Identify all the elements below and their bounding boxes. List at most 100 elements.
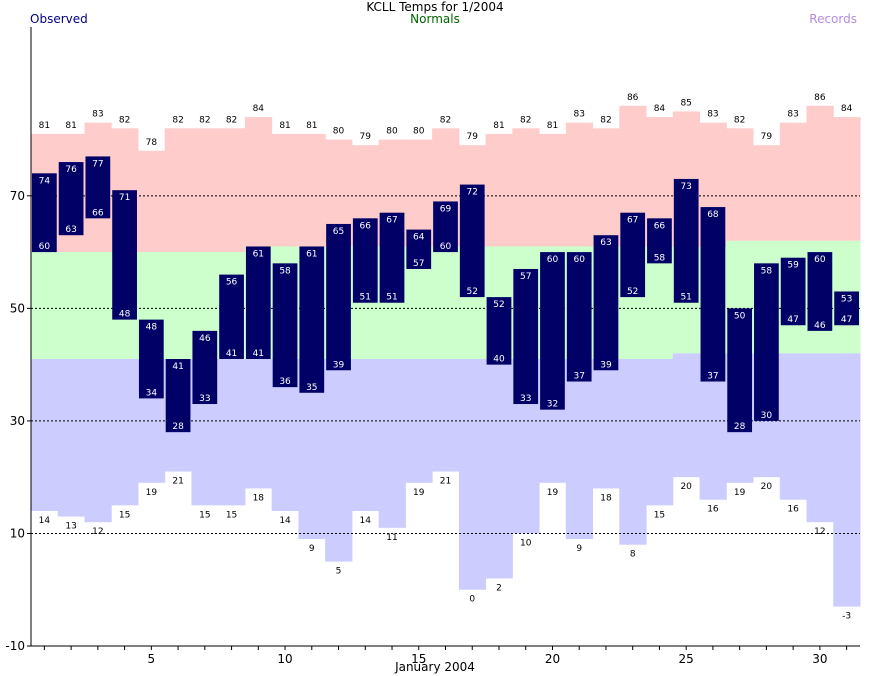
record-low-band <box>806 353 834 523</box>
x-tick-label: 25 <box>679 652 694 666</box>
observed-high-label: 71 <box>119 193 130 203</box>
observed-bar <box>486 297 512 365</box>
observed-low-label: 52 <box>627 287 638 297</box>
record-high-band <box>191 128 219 253</box>
record-high-label: 82 <box>172 115 183 125</box>
normal-band <box>432 246 460 360</box>
record-high-band <box>271 133 299 247</box>
observed-high-label: 56 <box>226 278 238 288</box>
record-high-band <box>753 145 781 241</box>
record-high-label: 82 <box>199 115 210 125</box>
record-high-label: 81 <box>65 121 76 131</box>
observed-low-label: 40 <box>493 355 505 365</box>
record-high-band <box>137 150 166 253</box>
record-high-label: 82 <box>520 115 531 125</box>
record-low-label: 9 <box>309 544 315 554</box>
record-high-label: 79 <box>467 132 479 142</box>
observed-high-label: 50 <box>734 311 746 321</box>
record-low-band <box>672 353 701 478</box>
y-tick-label: 70 <box>10 189 25 203</box>
record-low-band <box>833 353 861 607</box>
record-low-band <box>244 359 273 489</box>
record-low-label: 19 <box>547 488 559 498</box>
y-tick-label: -10 <box>5 639 25 653</box>
record-low-label: 18 <box>600 493 612 503</box>
observed-bar <box>513 268 539 405</box>
observed-bar <box>245 246 271 360</box>
observed-low-label: 37 <box>573 372 584 382</box>
record-high-band <box>218 128 246 253</box>
observed-low-label: 57 <box>413 259 424 269</box>
record-high-label: 82 <box>119 115 130 125</box>
record-low-label: 9 <box>576 544 582 554</box>
observed-bar <box>433 201 458 253</box>
x-tick-label: 5 <box>148 652 156 666</box>
observed-low-label: 41 <box>253 349 264 359</box>
observed-low-label: 37 <box>707 372 718 382</box>
record-high-label: 82 <box>226 115 237 125</box>
record-low-label: 19 <box>413 488 425 498</box>
record-low-label: 19 <box>146 488 158 498</box>
observed-bar <box>459 184 485 298</box>
observed-bar <box>219 274 244 360</box>
observed-high-label: 57 <box>520 272 531 282</box>
observed-high-label: 41 <box>172 362 183 372</box>
observed-low-label: 52 <box>467 287 478 297</box>
observed-bar <box>379 212 405 303</box>
record-low-band <box>31 359 59 511</box>
observed-bar <box>566 252 592 382</box>
record-low-label: 16 <box>787 505 799 515</box>
record-high-label: 86 <box>814 93 826 103</box>
record-low-label: 15 <box>199 510 210 520</box>
observed-bar <box>700 207 726 382</box>
observed-high-label: 61 <box>306 249 317 259</box>
observed-low-label: 39 <box>333 360 345 370</box>
record-high-label: 83 <box>707 110 718 120</box>
record-low-band <box>218 359 246 506</box>
record-high-label: 81 <box>39 121 50 131</box>
record-low-label: 16 <box>707 505 719 515</box>
observed-bar <box>673 178 699 303</box>
record-high-label: 86 <box>627 93 639 103</box>
normal-band <box>57 252 85 360</box>
record-low-band <box>779 353 808 500</box>
observed-high-label: 64 <box>413 233 425 243</box>
record-high-label: 78 <box>146 138 158 148</box>
record-low-label: 2 <box>496 583 502 593</box>
normal-band <box>646 246 674 360</box>
observed-bar <box>165 359 191 433</box>
legend-records: Records <box>809 12 857 26</box>
record-high-label: 83 <box>787 110 798 120</box>
record-high-label: 80 <box>413 127 425 137</box>
observed-high-label: 74 <box>39 176 51 186</box>
record-high-band <box>539 133 567 247</box>
observed-high-label: 63 <box>600 238 611 248</box>
observed-low-label: 46 <box>814 321 826 331</box>
record-high-label: 80 <box>386 127 398 137</box>
observed-high-label: 66 <box>654 221 666 231</box>
record-low-band <box>646 359 674 506</box>
x-tick-label: 30 <box>812 652 827 666</box>
observed-low-label: 36 <box>279 377 291 387</box>
observed-bar <box>540 252 565 410</box>
record-low-label: 15 <box>226 510 237 520</box>
record-high-band <box>164 128 192 253</box>
observed-low-label: 34 <box>146 388 158 398</box>
observed-bar <box>138 319 164 399</box>
observed-bar <box>192 330 218 405</box>
observed-high-label: 77 <box>92 159 103 169</box>
record-high-band <box>512 128 540 247</box>
record-high-label: 80 <box>333 127 345 137</box>
observed-low-label: 35 <box>306 383 317 393</box>
y-tick-label: 10 <box>10 526 25 540</box>
record-low-label: 13 <box>65 522 76 532</box>
observed-high-label: 76 <box>65 165 77 175</box>
record-low-band <box>432 359 460 472</box>
observed-low-label: 28 <box>172 422 184 432</box>
observed-high-label: 58 <box>761 266 773 276</box>
record-low-band <box>485 359 513 579</box>
observed-high-label: 69 <box>440 204 452 214</box>
x-axis-label: January 2004 <box>395 660 475 674</box>
record-low-label: 21 <box>172 477 183 487</box>
record-low-label: 20 <box>680 482 692 492</box>
